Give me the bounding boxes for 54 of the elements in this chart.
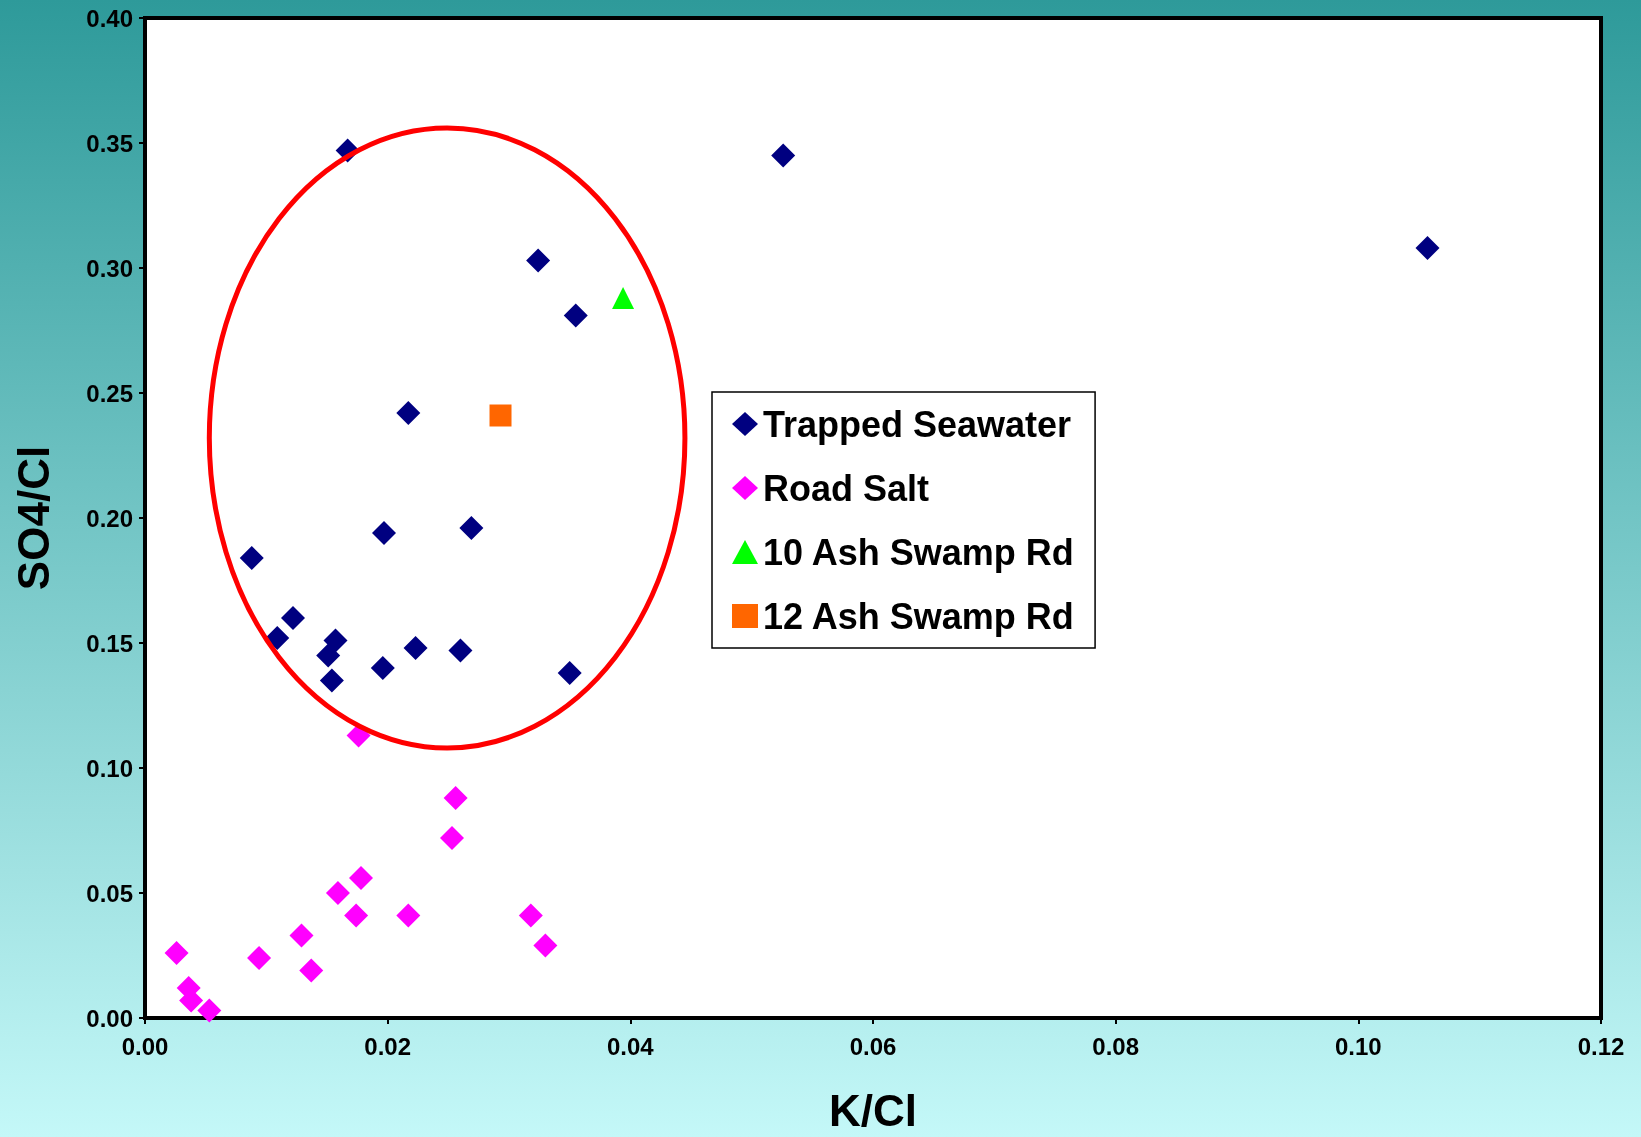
x-axis-title: K/Cl xyxy=(829,1085,917,1135)
point xyxy=(557,661,582,685)
point xyxy=(448,638,473,663)
point xyxy=(323,628,348,653)
point xyxy=(289,923,314,948)
point xyxy=(439,826,464,850)
point xyxy=(239,546,264,570)
point xyxy=(247,946,272,970)
point xyxy=(164,941,189,965)
point xyxy=(299,958,324,983)
y-tick-label: 0.00 xyxy=(86,1004,133,1032)
point xyxy=(396,401,421,425)
y-tick-label: 0.15 xyxy=(86,629,133,657)
x-tick-label: 0.00 xyxy=(121,1032,169,1060)
y-tick-label: 0.30 xyxy=(86,254,133,282)
legend-label: Trapped Seawater xyxy=(763,403,1072,445)
legend-label: 12 Ash Swamp Rd xyxy=(763,595,1074,637)
point xyxy=(1415,236,1440,260)
y-tick-label: 0.25 xyxy=(86,379,133,407)
point xyxy=(319,668,344,693)
point xyxy=(372,521,397,545)
point xyxy=(443,786,468,810)
x-tick-label: 0.10 xyxy=(1334,1032,1382,1060)
point xyxy=(281,606,306,630)
point xyxy=(533,933,558,958)
point xyxy=(403,636,428,660)
point xyxy=(197,998,222,1023)
x-tick-label: 0.04 xyxy=(606,1032,655,1060)
point xyxy=(526,248,551,273)
y-tick-label: 0.20 xyxy=(86,504,133,532)
point xyxy=(518,903,543,928)
x-tick-label: 0.02 xyxy=(364,1032,412,1060)
point xyxy=(265,626,290,650)
y-tick-label: 0.10 xyxy=(86,754,133,782)
point xyxy=(459,516,484,540)
point xyxy=(370,656,395,680)
point xyxy=(489,404,512,427)
point xyxy=(344,903,369,928)
x-tick-label: 0.08 xyxy=(1092,1032,1140,1060)
point xyxy=(325,881,350,905)
point xyxy=(396,903,421,928)
y-tick-label: 0.35 xyxy=(86,129,133,157)
y-axis-title: SO4/Cl xyxy=(8,445,58,591)
legend-label: Road Salt xyxy=(763,467,930,509)
x-tick-label: 0.12 xyxy=(1577,1032,1625,1060)
y-tick-label: 0.40 xyxy=(86,4,133,32)
legend-label: 10 Ash Swamp Rd xyxy=(763,531,1074,573)
x-tick-label: 0.06 xyxy=(849,1032,897,1060)
point xyxy=(316,643,341,668)
y-tick-label: 0.05 xyxy=(86,879,133,907)
point xyxy=(563,303,588,328)
point xyxy=(612,287,635,309)
point xyxy=(348,866,373,890)
point xyxy=(771,143,796,168)
